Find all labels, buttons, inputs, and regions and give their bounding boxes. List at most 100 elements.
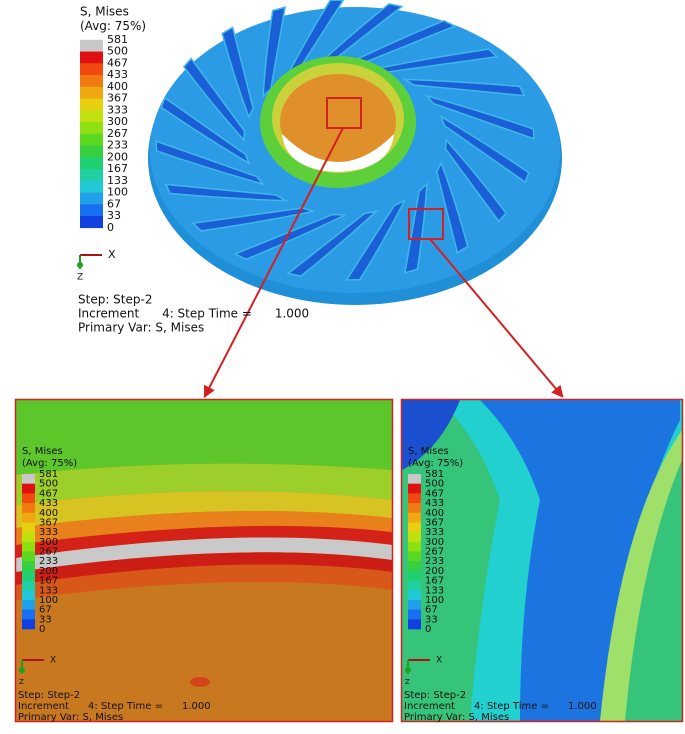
legend-band xyxy=(80,145,103,158)
blade xyxy=(233,213,346,261)
bore-hole xyxy=(282,134,394,172)
info-increment: Increment 4: Step Time = 1.000 xyxy=(18,701,211,712)
legend-band xyxy=(22,503,35,514)
legend: S, Mises(Avg: 75%)5815004674334003673333… xyxy=(408,446,463,635)
legend-band xyxy=(80,192,103,205)
legend-label: 333 xyxy=(107,103,128,116)
legend-band xyxy=(408,541,421,552)
panel-frame xyxy=(14,398,394,723)
legend-band xyxy=(408,580,421,591)
legend-avg: (Avg: 75%) xyxy=(80,19,146,33)
zoom-right xyxy=(402,400,682,721)
legend-label: 67 xyxy=(107,197,121,210)
legend-label: 133 xyxy=(107,174,128,187)
legend-band xyxy=(22,561,35,572)
blade xyxy=(436,161,469,254)
legend-title: S, Mises xyxy=(408,446,449,457)
legend-band xyxy=(22,619,35,630)
blade xyxy=(160,96,251,165)
triad-x-label: X xyxy=(50,656,56,666)
legend-label: 433 xyxy=(425,498,444,509)
legend-band xyxy=(80,122,103,135)
triad-origin xyxy=(405,667,411,673)
legend-band xyxy=(80,63,103,76)
legend-band xyxy=(22,609,35,620)
legend-label: 433 xyxy=(107,68,128,81)
legend-label: 400 xyxy=(39,508,58,519)
legend-band xyxy=(80,51,103,64)
legend-band xyxy=(22,570,35,581)
blade xyxy=(401,78,526,97)
triad-origin xyxy=(19,667,25,673)
blade xyxy=(344,19,457,67)
zoom-box xyxy=(408,208,444,240)
legend-band xyxy=(408,503,421,514)
info-primary: Primary Var: S, Mises xyxy=(404,712,509,723)
legend-label: 0 xyxy=(39,624,45,635)
blade xyxy=(221,26,254,119)
blade xyxy=(403,182,428,274)
legend-label: 67 xyxy=(39,605,52,616)
legend-label: 200 xyxy=(425,566,444,577)
legend-label: 100 xyxy=(107,186,128,199)
legend-label: 300 xyxy=(39,537,58,548)
blade xyxy=(439,115,530,184)
blade xyxy=(191,207,314,232)
legend-label: 500 xyxy=(39,479,58,490)
legend-label: 267 xyxy=(107,127,128,140)
legend-band xyxy=(22,512,35,523)
legend-label: 500 xyxy=(425,479,444,490)
legend-band xyxy=(22,493,35,504)
legend-band xyxy=(22,599,35,610)
triad-x-label: X xyxy=(108,248,116,261)
legend-label: 333 xyxy=(425,527,444,538)
legend-band xyxy=(408,493,421,504)
legend-label: 267 xyxy=(425,547,444,558)
legend-band xyxy=(408,619,421,630)
legend-band xyxy=(408,570,421,581)
legend-label: 67 xyxy=(425,605,438,616)
legend-label: 433 xyxy=(39,498,58,509)
legend-label: 200 xyxy=(107,150,128,163)
info-step: Step: Step-2 xyxy=(404,690,466,701)
legend-label: 167 xyxy=(39,576,58,587)
legend-label: 367 xyxy=(107,92,128,105)
arrow xyxy=(429,238,564,398)
legend-label: 100 xyxy=(425,595,444,606)
legend-label: 467 xyxy=(425,488,444,499)
legend-band xyxy=(80,169,103,182)
legend-band xyxy=(80,133,103,146)
triad-origin xyxy=(77,262,83,268)
legend-title: S, Mises xyxy=(80,5,129,19)
bore xyxy=(280,74,396,170)
blade xyxy=(311,3,404,70)
legend-band xyxy=(22,522,35,533)
legend-band xyxy=(80,180,103,193)
legend-band xyxy=(408,551,421,562)
legend-label: 367 xyxy=(425,517,444,528)
legend-band xyxy=(408,474,421,484)
legend-avg: (Avg: 75%) xyxy=(22,458,77,469)
blade xyxy=(155,140,266,186)
legend-label: 0 xyxy=(425,624,431,635)
panel-frame xyxy=(400,398,684,723)
triad-z-label: Z xyxy=(405,678,410,686)
legend-label: 500 xyxy=(107,45,128,58)
info-increment: Increment 4: Step Time = 1.000 xyxy=(404,701,597,712)
legend-label: 233 xyxy=(107,139,128,152)
info-step: Step: Step-2 xyxy=(78,293,152,307)
legend-title: S, Mises xyxy=(22,446,63,457)
triad-x-label: X xyxy=(436,656,442,666)
legend-band xyxy=(22,532,35,543)
blade xyxy=(345,199,407,281)
triad-z-label: Z xyxy=(77,273,83,283)
legend-band xyxy=(408,512,421,523)
legend-band xyxy=(80,75,103,88)
legend-band xyxy=(408,609,421,620)
legend-band xyxy=(408,532,421,543)
legend-band xyxy=(22,541,35,552)
legend-band xyxy=(80,216,103,229)
legend-label: 267 xyxy=(39,547,58,558)
info-step: Step: Step-2 xyxy=(18,690,80,701)
